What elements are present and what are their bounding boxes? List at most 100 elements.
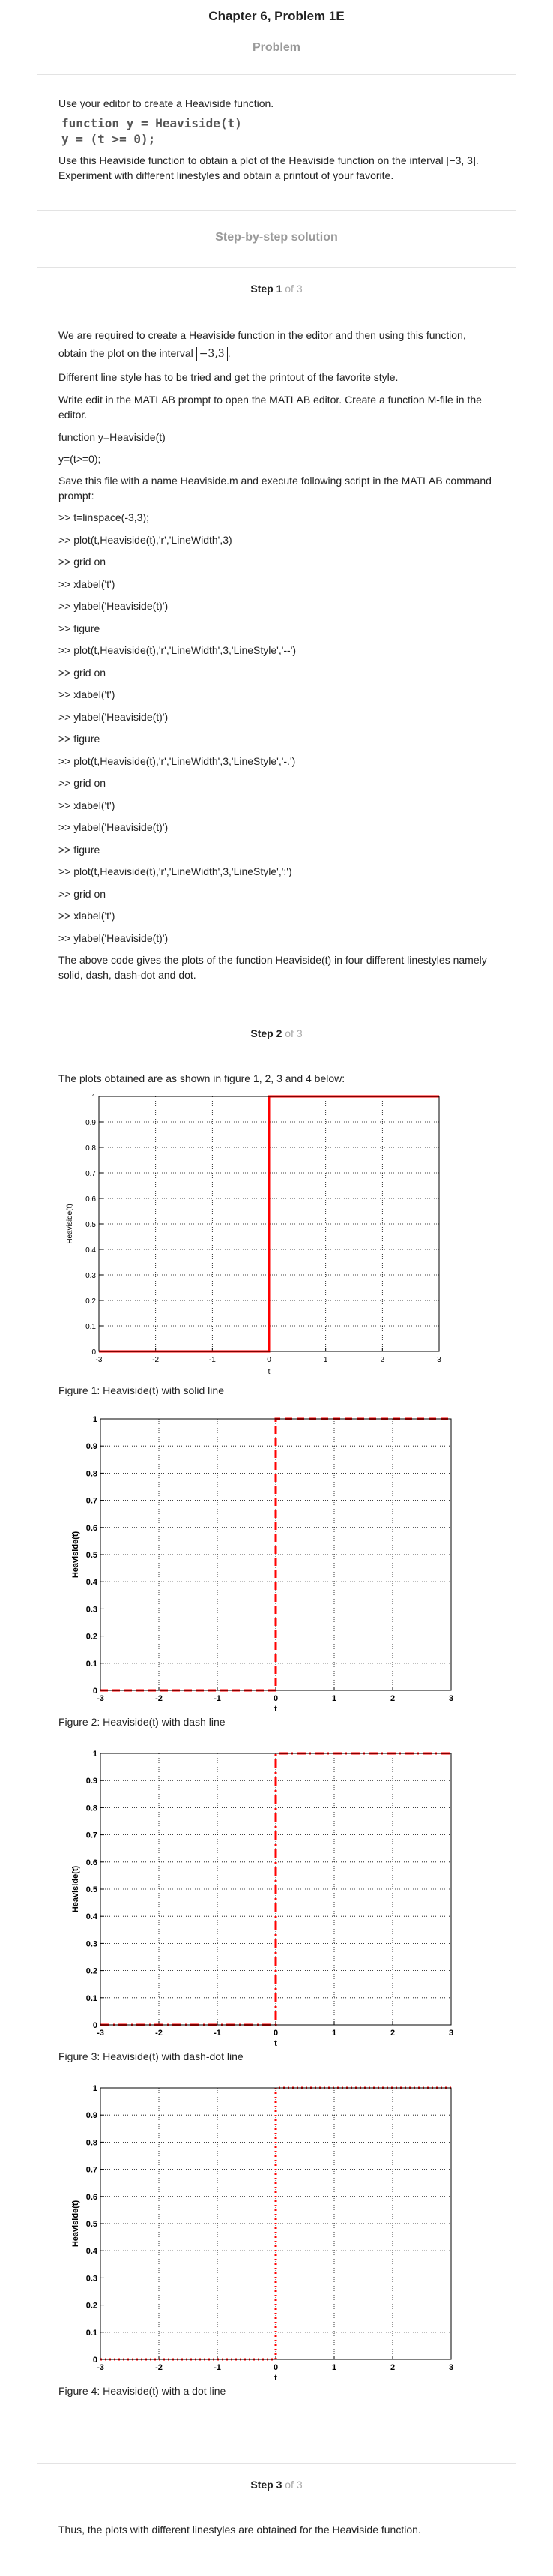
y-axis-label: Heaviside(t) <box>71 2200 80 2247</box>
y-tick-label: 0.5 <box>86 1551 97 1560</box>
y-tick-label: 0.7 <box>86 1497 97 1506</box>
figure-2-caption: Figure 2: Heaviside(t) with dash line <box>58 1716 226 1728</box>
interval-expression: −3,3 <box>196 347 228 361</box>
x-axis-label: t <box>274 2039 277 2047</box>
x-tick-label: -3 <box>96 1356 103 1364</box>
x-axis-label: t <box>274 1705 277 1713</box>
step1-paragraph-2: Different line style has to be tried and… <box>58 371 399 383</box>
figure-3-dash-dot-plot: -3 -2 -1 0 1 2 3 0 0.1 0.2 0.3 0.4 0.5 0.6 0.7 0.8 0.9 1 t… <box>71 1750 453 2047</box>
command-line: >> figure <box>58 733 100 745</box>
y-tick-label: 0.7 <box>86 2166 97 2175</box>
y-tick-label: 0.3 <box>86 1605 97 1614</box>
x-axis-label: t <box>274 2374 277 2382</box>
function-line-1: function y=Heaviside(t) <box>58 431 166 443</box>
step1-of: of 3 <box>285 283 303 295</box>
x-tick-label: -1 <box>209 1356 216 1364</box>
y-tick-label: 0.3 <box>86 2274 97 2283</box>
y-tick-label: 0.6 <box>86 1858 97 1867</box>
y-tick-label: 0.1 <box>86 1660 97 1669</box>
command-list: >> t=linspace(-3,3); >> plot(t,Heaviside… <box>58 510 495 946</box>
x-tick-label: 0 <box>274 2029 278 2038</box>
x-tick-label: 0 <box>274 1694 278 1703</box>
y-tick-label: 0.6 <box>85 1195 96 1204</box>
x-tick-label: 1 <box>324 1356 328 1364</box>
x-tick-label: -3 <box>97 2029 104 2038</box>
y-tick-label: 0.5 <box>86 2220 97 2229</box>
y-tick-label: 0.5 <box>85 1221 96 1229</box>
figure-1-caption: Figure 1: Heaviside(t) with solid line <box>58 1384 224 1396</box>
step2-card: Step 2 of 3 The plots obtained are as sh… <box>37 1012 516 2464</box>
problem-intro: Use your editor to create a Heaviside fu… <box>58 97 274 109</box>
step3-header: Step 3 of 3 <box>58 2479 495 2491</box>
y-tick-label: 0.3 <box>85 1272 96 1280</box>
problem-body: Use this Heaviside function to obtain a … <box>58 154 479 181</box>
command-line: >> ylabel('Heaviside(t)') <box>58 821 169 833</box>
x-tick-label: -2 <box>155 2363 163 2372</box>
step1-intro-text: We are required to create a Heaviside fu… <box>58 329 466 359</box>
command-line: >> ylabel('Heaviside(t)') <box>58 600 169 612</box>
axes-frame <box>100 2087 452 2360</box>
x-tick-label: 2 <box>390 1694 395 1703</box>
command-line: >> figure <box>58 843 100 856</box>
command-line: >> plot(t,Heaviside(t),'r','LineWidth',3… <box>58 865 292 877</box>
step1-conclusion: The above code gives the plots of the fu… <box>58 954 487 981</box>
x-tick-label: -2 <box>155 2029 163 2038</box>
command-line: >> ylabel('Heaviside(t)') <box>58 710 169 723</box>
step2-intro: The plots obtained are as shown in figur… <box>58 1072 345 1084</box>
x-tick-label: -1 <box>214 2029 221 2038</box>
y-tick-label: 0.4 <box>86 2247 98 2256</box>
x-tick-label: -1 <box>214 1694 221 1703</box>
y-tick-label: 0 <box>93 1687 97 1696</box>
y-tick-label: 0.1 <box>85 1323 96 1331</box>
figure-4-caption: Figure 4: Heaviside(t) with a dot line <box>58 2385 226 2397</box>
y-tick-label: 0.8 <box>86 1469 97 1478</box>
y-tick-label: 0.1 <box>86 2329 97 2338</box>
y-tick-label: 1 <box>91 1093 96 1102</box>
command-line: >> xlabel('t') <box>58 799 115 811</box>
x-tick-label: 0 <box>267 1356 271 1364</box>
x-tick-label: 2 <box>381 1356 385 1364</box>
command-line: >> xlabel('t') <box>58 577 115 590</box>
x-tick-label: 3 <box>449 2029 453 2038</box>
y-tick-label: 0.7 <box>85 1170 96 1178</box>
y-tick-label: 0.6 <box>86 2193 97 2202</box>
figure-3-caption: Figure 3: Heaviside(t) with dash-dot lin… <box>58 2050 244 2062</box>
y-tick-label: 1 <box>93 1750 97 1759</box>
y-tick-label: 0.9 <box>86 2111 97 2120</box>
x-tick-label: 3 <box>449 2363 453 2372</box>
step1-paragraph-3: Write edit in the MATLAB prompt to open … <box>58 394 482 421</box>
x-tick-label: 1 <box>332 2029 336 2038</box>
command-line: >> xlabel('t') <box>58 688 115 700</box>
x-tick-label: 0 <box>274 2363 278 2372</box>
step2-label: Step 2 <box>250 1027 282 1039</box>
y-axis-label: Heaviside(t) <box>66 1204 74 1243</box>
x-axis-label: t <box>268 1368 271 1376</box>
problem-section-title: Problem <box>252 41 300 54</box>
y-tick-label: 0.2 <box>86 1633 97 1642</box>
y-tick-label: 0.6 <box>86 1524 97 1533</box>
step1-card: Step 1 of 3 We are required to create a … <box>37 267 516 1012</box>
y-tick-label: 0.4 <box>86 1912 98 1921</box>
step1-paragraph-4: Save this file with a name Heaviside.m a… <box>58 475 492 502</box>
figure-1-solid-plot: -3 -2 -1 0 1 2 3 0 0.1 0.2 0.3 0.4 0.5 0.6 0.7 0.8 0.9 1 t… <box>66 1093 441 1376</box>
y-tick-label: 0 <box>93 2356 97 2365</box>
y-tick-label: 1 <box>93 2084 97 2093</box>
step3-text: Thus, the plots with different linestyle… <box>58 2524 421 2536</box>
axes-frame <box>100 1753 452 2026</box>
step1-label: Step 1 <box>250 283 282 295</box>
x-tick-label: 2 <box>390 2363 395 2372</box>
x-tick-label: 2 <box>390 2029 395 2038</box>
command-line: >> plot(t,Heaviside(t),'r','LineWidth',3… <box>58 533 232 546</box>
command-line: >> plot(t,Heaviside(t),'r','LineWidth',3… <box>58 754 296 767</box>
x-tick-label: -2 <box>155 1694 163 1703</box>
y-tick-label: 0.9 <box>86 1442 97 1451</box>
y-tick-label: 0.4 <box>85 1246 96 1255</box>
y-axis-label: Heaviside(t) <box>71 1865 80 1912</box>
step3-label: Step 3 <box>250 2479 282 2491</box>
x-tick-label: -3 <box>97 1694 104 1703</box>
command-line: >> grid on <box>58 666 106 679</box>
step3-of: of 3 <box>285 2479 303 2491</box>
step1-intro: We are required to create a Heaviside fu… <box>58 326 495 362</box>
axes-frame <box>98 1096 440 1352</box>
x-tick-label: 1 <box>332 1694 336 1703</box>
